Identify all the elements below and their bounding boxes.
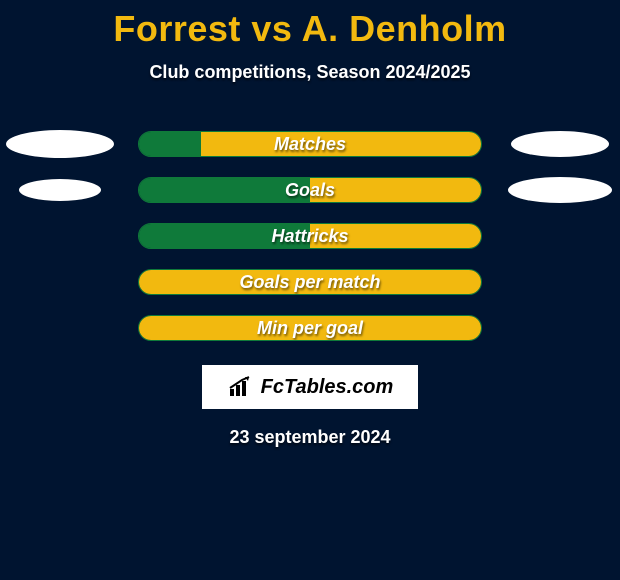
stat-bar: Min per goal	[138, 315, 482, 341]
stat-row: Goals per match	[0, 269, 620, 295]
page-title: Forrest vs A. Denholm	[0, 0, 620, 50]
logo-text: FcTables.com	[261, 376, 394, 399]
stat-row: 00Hattricks	[0, 223, 620, 249]
left-avatar-placeholder	[6, 130, 114, 158]
stat-row: Min per goal	[0, 315, 620, 341]
stat-bar: Goals per match	[138, 269, 482, 295]
stat-bar: 00Hattricks	[138, 223, 482, 249]
right-side	[500, 131, 620, 157]
stat-bar: 00Goals	[138, 177, 482, 203]
page-subtitle: Club competitions, Season 2024/2025	[0, 62, 620, 83]
bar-label: Min per goal	[139, 316, 481, 340]
comparison-rows: 14Matches 00Goals 00Hattricks Goals per mat…	[0, 131, 620, 341]
bar-label: Goals per match	[139, 270, 481, 294]
left-avatar-placeholder	[19, 179, 101, 201]
bar-label: Goals	[139, 178, 481, 202]
right-avatar-placeholder	[511, 131, 609, 157]
chart-icon	[227, 376, 255, 398]
left-side	[0, 130, 120, 158]
stat-bar: 14Matches	[138, 131, 482, 157]
bar-label: Hattricks	[139, 224, 481, 248]
date-label: 23 september 2024	[0, 427, 620, 448]
bar-label: Matches	[139, 132, 481, 156]
right-avatar-placeholder	[508, 177, 612, 203]
left-side	[0, 179, 120, 201]
stat-row: 14Matches	[0, 131, 620, 157]
right-side	[500, 177, 620, 203]
logo-box: FcTables.com	[202, 365, 418, 409]
stat-row: 00Goals	[0, 177, 620, 203]
